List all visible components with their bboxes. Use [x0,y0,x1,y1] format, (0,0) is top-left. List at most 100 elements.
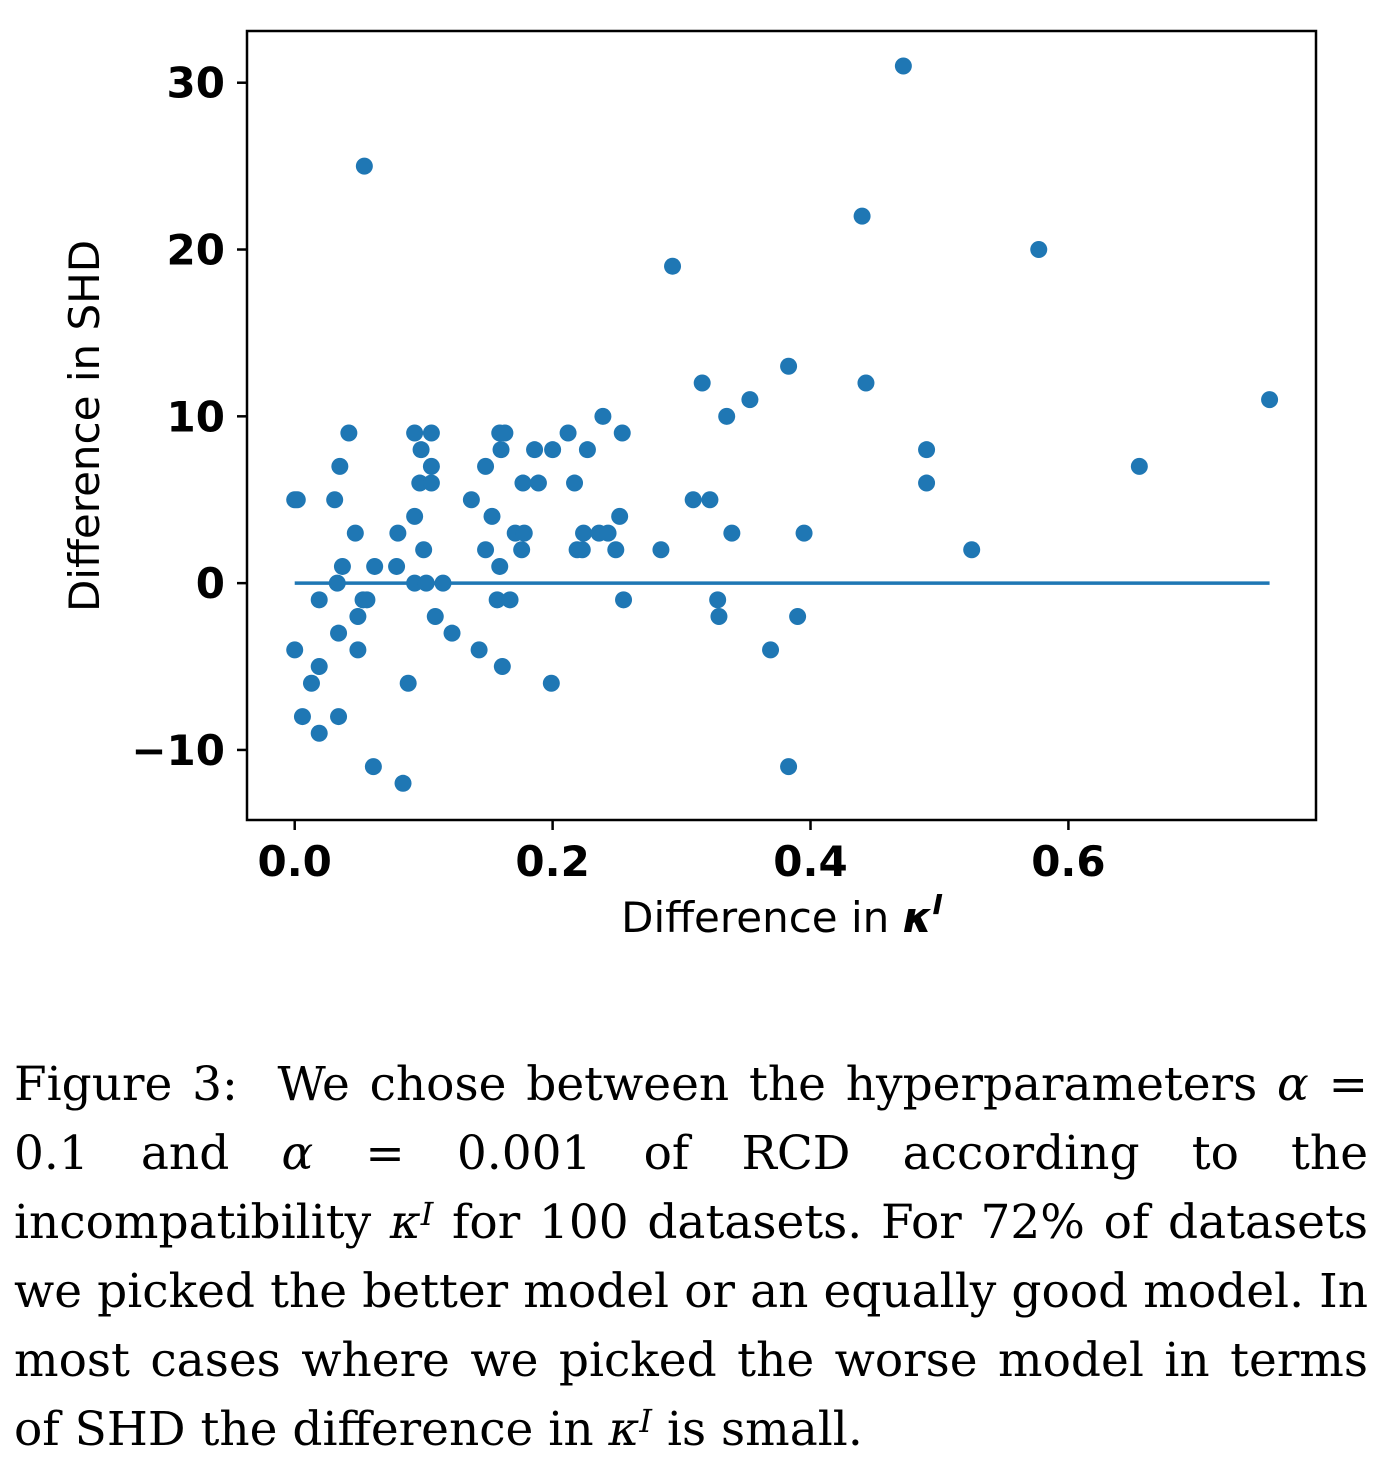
data-point [358,591,376,609]
data-point [388,557,406,575]
data-point [394,774,412,792]
data-point [483,507,501,525]
y-tick-label: 30 [167,59,225,108]
data-point [578,441,596,459]
kappa-superscript-2: I [639,1402,653,1440]
scatter-chart: 0.0 0.2 0.4 0.6 −10 0 10 20 30 Difference in κI… [60,29,1318,942]
data-point [422,474,440,492]
data-point [492,441,510,459]
alpha-value-1: 0.1 [14,1126,89,1181]
data-point [477,457,495,475]
data-point [542,674,560,692]
data-point [795,524,813,542]
data-point [607,541,625,559]
data-point [513,541,531,559]
data-point [575,524,593,542]
caption-text-1: We chose between the hyperparameters [277,1057,1258,1112]
data-point [693,374,711,392]
data-point [293,708,311,726]
data-point [286,641,304,659]
data-point [1261,391,1279,409]
data-point [426,607,444,625]
data-point [330,708,348,726]
data-point [599,524,617,542]
caption-and: and [88,1126,282,1181]
data-point [443,624,461,642]
data-point [1030,241,1048,259]
alpha-symbol-2: α [281,1126,314,1181]
data-point [611,507,629,525]
data-point [349,641,367,659]
data-point [406,507,424,525]
data-point [389,524,407,542]
data-point [723,524,741,542]
data-point [709,591,727,609]
x-axis-label: Difference in κI [621,888,943,942]
data-point [302,674,320,692]
data-point [493,658,511,676]
data-point [594,407,612,425]
data-point [310,658,328,676]
data-point [462,491,480,509]
kappa-symbol-2: κ [608,1402,640,1457]
data-point [780,357,798,375]
data-point [710,607,728,625]
data-point [573,541,591,559]
x-tick-label: 0.6 [1031,837,1105,886]
data-point [529,474,547,492]
data-point [684,491,702,509]
alpha-symbol-1: α [1277,1057,1309,1112]
alpha-value-2: 0.001 [456,1126,592,1181]
data-point [544,441,562,459]
data-point [526,441,544,459]
data-point [330,624,348,642]
data-point [894,57,912,75]
data-point [470,641,488,659]
data-point [918,441,936,459]
x-axis-ticks: 0.0 0.2 0.4 0.6 [258,820,1106,886]
data-point [857,374,875,392]
data-point [349,607,367,625]
data-point [501,591,519,609]
data-point [718,407,736,425]
data-point [310,724,328,742]
data-point [613,424,631,442]
caption-text-3: for 100 datasets. For 72% of datasets we… [14,1195,1369,1457]
y-axis-label: Difference in SHD [60,240,109,612]
data-point [664,257,682,275]
caption-text-4: is small. [652,1402,863,1457]
caption-eq-2: = [313,1126,457,1181]
data-point [789,607,807,625]
data-point [780,758,798,776]
data-point [331,457,349,475]
y-tick-label: −10 [131,726,225,775]
y-axis-ticks: −10 0 10 20 30 [131,59,247,775]
data-point [491,557,509,575]
kappa-symbol-1: κ [389,1195,421,1250]
data-point [310,591,328,609]
figure-caption: Figure 3: We chose between the hyperpara… [14,1050,1368,1464]
data-point [366,557,384,575]
data-point [364,758,382,776]
x-tick-label: 0.2 [515,837,589,886]
data-point [415,541,433,559]
data-point [515,524,533,542]
data-point [434,574,452,592]
plot-frame [245,29,1318,822]
data-point [340,424,358,442]
y-tick-label: 0 [196,559,225,608]
data-point [417,574,435,592]
data-point [652,541,670,559]
data-point [918,474,936,492]
data-point [701,491,719,509]
data-point [559,424,577,442]
data-point [762,641,780,659]
data-points [286,57,1279,792]
data-point [566,474,584,492]
data-point [1130,457,1148,475]
data-point [328,574,346,592]
data-point [615,591,633,609]
data-point [477,541,495,559]
data-point [741,391,759,409]
data-point [496,424,514,442]
